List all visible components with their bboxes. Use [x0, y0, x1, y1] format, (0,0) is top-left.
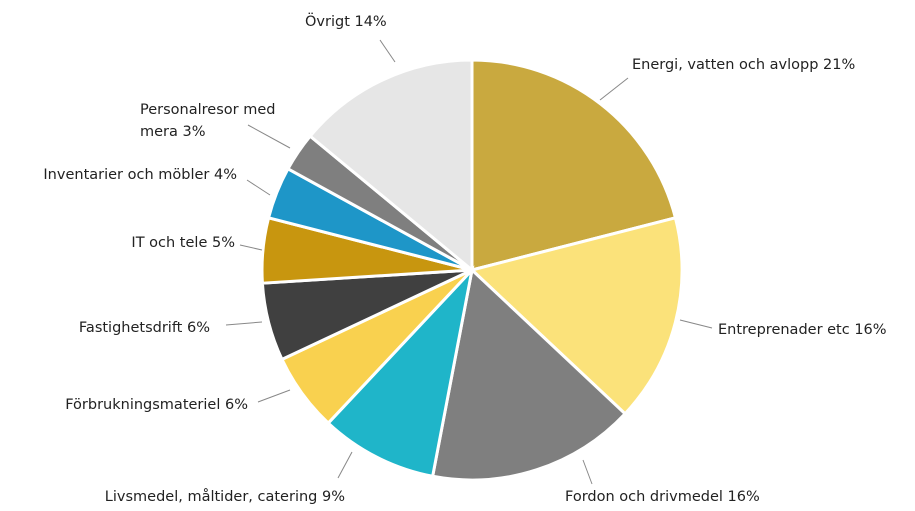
slice-label: IT och tele 5% — [131, 232, 235, 254]
pie-slice — [470, 58, 678, 272]
category-name: Förbrukningsmateriel — [65, 397, 221, 413]
value-label: 5% — [211, 235, 235, 251]
value-label: 6% — [224, 397, 248, 413]
pie-slice — [308, 58, 474, 274]
slice-label: Inventarier och möbler 4% — [43, 164, 237, 186]
slice-label: Fastighetsdrift 6% — [79, 317, 210, 339]
category-name: Livsmedel, måltider, catering — [104, 489, 318, 505]
value-label: 16% — [854, 322, 887, 338]
category-name: Energi, vatten och avlopp — [632, 57, 819, 73]
leader-line — [257, 389, 291, 403]
pie-slice — [468, 215, 684, 416]
value-label: 16% — [727, 489, 760, 505]
slice-label: Energi, vatten och avlopp 21% — [632, 54, 855, 76]
category-name: IT och tele — [131, 235, 208, 251]
slice-label: Förbrukningsmateriel 6% — [65, 394, 248, 416]
slice-label: Fordon och drivmedel 16% — [565, 486, 760, 508]
value-label: 14% — [354, 14, 387, 30]
slice-label: Livsmedel, måltider, catering 9% — [105, 486, 345, 508]
value-label: 21% — [823, 57, 856, 73]
leader-line — [337, 451, 353, 479]
category-name: Personalresor med mera — [140, 102, 276, 140]
pie-slice — [326, 265, 475, 479]
category-name: Entreprenader etc — [718, 322, 850, 338]
leader-line — [679, 319, 713, 329]
category-name: Fastighetsdrift — [78, 320, 183, 336]
category-name: Inventarier och möbler — [43, 167, 210, 183]
value-label: 3% — [182, 124, 206, 140]
value-label: 4% — [213, 167, 237, 183]
category-name: Fordon och drivmedel — [565, 489, 723, 505]
leader-line — [247, 124, 291, 149]
category-name: Övrigt — [305, 14, 350, 30]
leader-line — [599, 77, 629, 101]
leader-line — [225, 321, 263, 326]
leader-line — [379, 39, 396, 63]
slice-label: Entreprenader etc 16% — [718, 319, 887, 341]
leader-line — [246, 179, 271, 196]
value-label: 6% — [186, 320, 210, 336]
leader-line — [239, 244, 263, 251]
leader-line — [582, 459, 593, 485]
slice-label: Personalresor med mera 3% — [140, 99, 290, 143]
slice-label: Övrigt 14% — [305, 11, 387, 33]
pie-slice — [430, 267, 628, 482]
value-label: 9% — [321, 489, 345, 505]
